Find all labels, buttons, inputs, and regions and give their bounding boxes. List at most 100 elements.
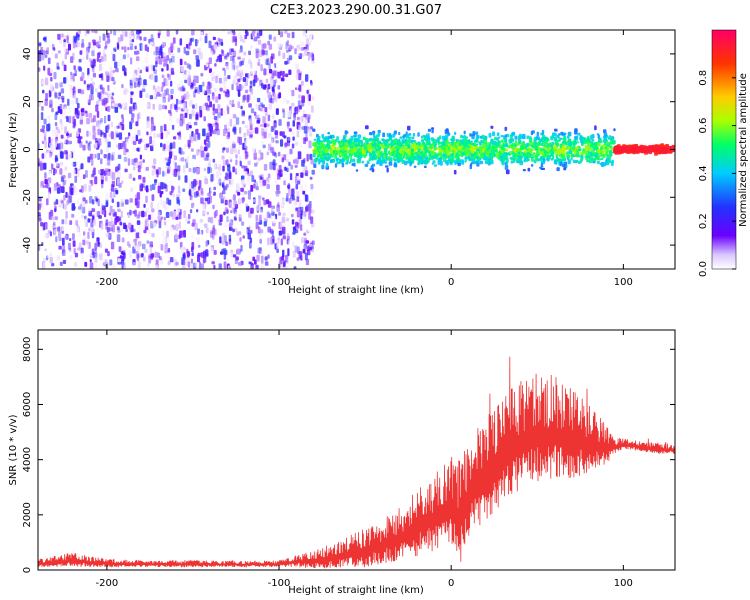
spectrogram-cell [119, 221, 123, 226]
spectrogram-cell [584, 146, 589, 151]
spectrogram-cell [509, 134, 513, 139]
spectrogram-cell [60, 151, 64, 159]
spectrogram-cell [103, 154, 107, 159]
spectrogram-cell [273, 93, 277, 101]
spectrogram-cell [586, 140, 590, 143]
spectrogram-cell [64, 48, 68, 53]
spectrogram-cell [58, 92, 61, 97]
spectrogram-cell [230, 178, 234, 185]
spectrogram-cell [40, 128, 44, 132]
spectrogram-cell [372, 132, 375, 136]
spectrogram-cell [295, 82, 300, 89]
spectrogram-cell [102, 49, 106, 55]
spectrogram-cell [68, 151, 72, 160]
spectrogram-cell [70, 71, 73, 75]
spectrogram-cell [463, 146, 466, 151]
spectrogram-cell [200, 150, 205, 158]
spectrogram-cell [483, 157, 487, 161]
spectrogram-cell [64, 218, 68, 225]
spectrogram-cell [330, 149, 333, 154]
spectrogram-cell [162, 52, 166, 58]
spectrogram-cell [96, 111, 100, 118]
spectrogram-cell [89, 196, 93, 204]
spectrogram-cell [50, 77, 53, 82]
spectrogram-cell [475, 131, 479, 135]
spectrogram-cell [233, 200, 237, 207]
spectrogram-cell [74, 69, 78, 74]
spectrogram-cell [291, 131, 295, 136]
spectrogram-cell [594, 125, 597, 131]
spectrogram-cell [88, 146, 91, 152]
spectrogram-cell [110, 121, 114, 128]
spectrogram-cell [145, 166, 149, 171]
spectrogram-cell [530, 164, 534, 167]
spectrogram-cell [344, 141, 348, 147]
spectrogram-cell [215, 96, 219, 103]
spectrogram-cell [191, 109, 195, 117]
spectrogram-cell [206, 85, 210, 93]
spectrogram-cell [159, 93, 162, 97]
spectrogram-cell [105, 233, 110, 238]
spectrogram-cell [101, 179, 104, 185]
spectrogram-cell [148, 229, 151, 235]
spectrogram-cell [337, 140, 341, 144]
spectrogram-cell [311, 53, 315, 61]
spectrogram-cell [487, 145, 491, 150]
spectrogram-cell [234, 212, 238, 217]
spectrogram-cell [369, 132, 373, 136]
spectrogram-cell [65, 151, 69, 160]
spectrogram-cell [178, 221, 181, 229]
spectrogram-cell [203, 139, 207, 145]
spectrogram-cell [137, 261, 141, 269]
spectrogram-cell [293, 226, 297, 231]
spectrogram-cell [580, 136, 584, 140]
spectrogram-cell [117, 37, 121, 43]
spectrogram-cell [222, 186, 226, 191]
spectrogram-cell [260, 152, 264, 160]
spectrogram-cell [243, 171, 248, 176]
spectrogram-cell [570, 142, 574, 146]
spectrogram-cell [230, 136, 233, 142]
spectrogram-cell [92, 219, 96, 226]
spectrogram-cell [239, 69, 243, 75]
spectrogram-cell [116, 30, 120, 33]
spectrogram-cell [141, 243, 146, 250]
spectrogram-cell [162, 170, 165, 177]
spectrogram-cell [230, 65, 234, 71]
spectrogram-cell [290, 96, 294, 101]
spectrogram-cell [81, 252, 84, 261]
spectrogram-cell [148, 214, 152, 220]
spectrogram-cell [504, 126, 508, 131]
spectrogram-cell [237, 149, 240, 155]
spectrogram-cell [478, 141, 483, 145]
spectrogram-cell [604, 133, 607, 139]
spectrogram-cell [158, 256, 163, 261]
spectrogram-cell [200, 73, 204, 77]
spectrogram-cell [321, 133, 325, 138]
spectrogram-cell [202, 89, 206, 94]
spectrogram-cell [286, 233, 290, 237]
spectrogram-cell [76, 109, 80, 115]
spectrogram-cell [334, 155, 337, 159]
spectrogram-cell [270, 189, 273, 196]
spectrogram-cell [182, 265, 186, 269]
spectrogram-cell [184, 175, 188, 183]
spectrogram-cell [100, 118, 103, 123]
spectrogram-cell [272, 70, 276, 76]
spectrogram-cell [189, 209, 193, 214]
spectrogram-cell [169, 257, 174, 263]
spectrogram-cell [321, 164, 325, 170]
spectrogram-cell [222, 67, 226, 71]
spectrogram-cell [145, 66, 149, 72]
spectrogram-cell [474, 151, 478, 156]
spectrogram-cell [218, 177, 222, 183]
spectrogram-cell [73, 94, 77, 99]
spectrogram-cell [567, 159, 571, 165]
spectrogram-cell [327, 132, 331, 135]
spectrogram-cell [273, 120, 277, 128]
spectrogram-cell [171, 124, 175, 130]
spectrogram-cell [143, 36, 147, 41]
spectrogram-cell [170, 62, 173, 69]
spectrogram-cell [248, 50, 251, 56]
spectrogram-cell [433, 143, 437, 148]
